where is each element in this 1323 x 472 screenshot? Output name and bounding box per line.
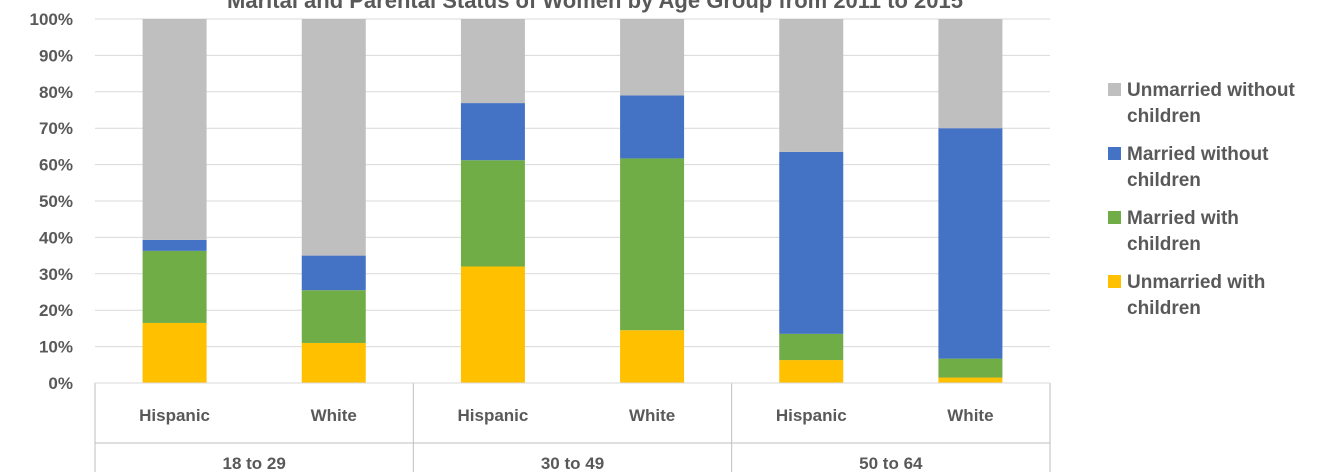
bar-segment [779, 151, 844, 334]
y-tick-label: 10% [39, 338, 73, 357]
y-tick-label: 100% [30, 10, 73, 29]
bar-segment [142, 19, 207, 240]
bar-segment [620, 158, 685, 331]
x-category-label: White [311, 406, 357, 425]
y-tick-label: 0% [48, 374, 73, 393]
y-tick-label: 60% [39, 156, 73, 175]
x-category-label: Hispanic [776, 406, 847, 425]
y-tick-label: 50% [39, 192, 73, 211]
bar-segment [460, 266, 525, 383]
bar-segment [779, 360, 844, 383]
bar-segment [620, 19, 685, 96]
legend-label: Unmarried with children [1127, 272, 1266, 319]
chart-legend: Unmarried without children Married withou… [1108, 78, 1323, 334]
bar-segment [460, 103, 525, 161]
x-group-label: 18 to 29 [223, 454, 286, 472]
bar-segment [938, 128, 1003, 359]
x-group-label: 50 to 64 [859, 454, 923, 472]
legend-swatch [1108, 83, 1121, 96]
y-tick-label: 90% [39, 46, 73, 65]
y-tick-label: 40% [39, 228, 73, 247]
bar-segment [301, 255, 366, 291]
legend-swatch [1108, 147, 1121, 160]
x-category-label: White [629, 406, 675, 425]
x-category-label: Hispanic [457, 406, 528, 425]
legend-label: Unmarried without children [1127, 80, 1295, 127]
legend-item: Married with children [1108, 206, 1323, 258]
x-category-label: Hispanic [139, 406, 210, 425]
x-category-label: White [947, 406, 993, 425]
chart-title: Marital and Parental Status of Women by … [227, 0, 963, 13]
bar-segment [938, 377, 1003, 383]
legend-swatch [1108, 275, 1121, 288]
bar-segment [620, 95, 685, 159]
bar-segment [620, 330, 685, 383]
bar-segment [460, 160, 525, 267]
y-tick-label: 80% [39, 83, 73, 102]
bar-segment [460, 19, 525, 104]
bar-segment [301, 342, 366, 383]
y-tick-label: 20% [39, 301, 73, 320]
bar-segment [142, 322, 207, 383]
bar-segment [142, 250, 207, 323]
x-group-label: 30 to 49 [541, 454, 604, 472]
legend-label: Married without children [1127, 144, 1269, 191]
bar-segment [938, 358, 1003, 378]
y-tick-label: 30% [39, 265, 73, 284]
bar-segment [301, 19, 366, 256]
legend-item: Unmarried without children [1108, 78, 1323, 130]
legend-item: Married without children [1108, 142, 1323, 194]
legend-item: Unmarried with children [1108, 270, 1323, 322]
bar-segment [142, 239, 207, 251]
bar-segment [938, 19, 1003, 129]
bar-segment [779, 333, 844, 361]
bar-segment [779, 19, 844, 152]
legend-swatch [1108, 211, 1121, 224]
bar-segment [301, 290, 366, 343]
y-tick-label: 70% [39, 119, 73, 138]
legend-label: Married with children [1127, 208, 1239, 255]
